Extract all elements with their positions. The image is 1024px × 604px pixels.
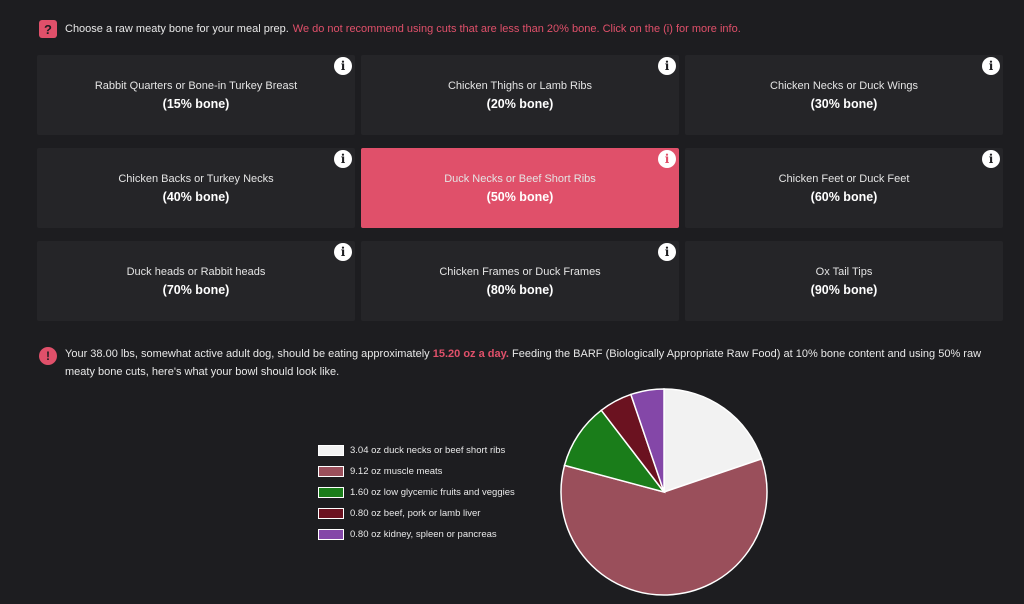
info-icon[interactable]: i bbox=[982, 57, 1000, 75]
bone-percentage: (30% bone) bbox=[810, 96, 878, 111]
info-icon[interactable]: i bbox=[334, 243, 352, 261]
bone-cut-name: Chicken Thighs or Lamb Ribs bbox=[447, 79, 593, 92]
legend-item[interactable]: 9.12 oz muscle meats bbox=[318, 461, 515, 482]
bowl-pie-chart bbox=[560, 388, 768, 596]
bone-cut-grid: Rabbit Quarters or Bone-in Turkey Breast… bbox=[37, 55, 1003, 321]
legend-item[interactable]: 3.04 oz duck necks or beef short ribs bbox=[318, 440, 515, 461]
daily-amount: 15.20 oz a day. bbox=[432, 348, 509, 360]
bone-cut-card[interactable]: Chicken Frames or Duck Frames (80% bone) i bbox=[361, 241, 679, 321]
bone-cut-card[interactable]: Ox Tail Tips (90% bone) bbox=[685, 241, 1003, 321]
summary-after: Feeding the BARF (Biologically Appropria… bbox=[65, 348, 982, 378]
legend-item[interactable]: 0.80 oz kidney, spleen or pancreas bbox=[318, 524, 515, 545]
bone-percentage: (70% bone) bbox=[162, 282, 230, 297]
bone-cut-name: Ox Tail Tips bbox=[815, 265, 873, 278]
bone-percentage: (15% bone) bbox=[162, 96, 230, 111]
feeding-summary-text: Your 38.00 lbs, somewhat active adult do… bbox=[65, 345, 989, 381]
bone-cut-name: Chicken Feet or Duck Feet bbox=[778, 172, 910, 185]
legend-label: 3.04 oz duck necks or beef short ribs bbox=[350, 445, 506, 456]
legend-item[interactable]: 0.80 oz beef, pork or lamb liver bbox=[318, 503, 515, 524]
pie-slice[interactable] bbox=[560, 457, 768, 596]
bone-percentage: (40% bone) bbox=[162, 189, 230, 204]
pie-slice[interactable] bbox=[629, 388, 665, 493]
bone-cut-card[interactable]: Chicken Thighs or Lamb Ribs (20% bone) i bbox=[361, 55, 679, 135]
legend-label: 0.80 oz kidney, spleen or pancreas bbox=[350, 529, 497, 540]
legend-label: 0.80 oz beef, pork or lamb liver bbox=[350, 508, 481, 519]
bone-cut-card[interactable]: Duck Necks or Beef Short Ribs (50% bone) i bbox=[361, 148, 679, 228]
legend-swatch bbox=[318, 508, 344, 519]
bone-percentage: (90% bone) bbox=[810, 282, 878, 297]
bone-cut-name: Rabbit Quarters or Bone-in Turkey Breast bbox=[94, 79, 298, 92]
prompt-text: Choose a raw meaty bone for your meal pr… bbox=[65, 23, 289, 35]
bone-cut-card[interactable]: Chicken Backs or Turkey Necks (40% bone) i bbox=[37, 148, 355, 228]
alert-icon: ! bbox=[39, 347, 57, 365]
summary-before: Your 38.00 lbs, somewhat active adult do… bbox=[65, 348, 430, 360]
legend-swatch bbox=[318, 445, 344, 456]
bone-cut-card[interactable]: Chicken Feet or Duck Feet (60% bone) i bbox=[685, 148, 1003, 228]
meal-prep-prompt: ? Choose a raw meaty bone for your meal … bbox=[39, 20, 741, 38]
bone-cut-name: Duck Necks or Beef Short Ribs bbox=[444, 172, 596, 185]
question-icon: ? bbox=[39, 20, 57, 38]
bone-cut-card[interactable]: Chicken Necks or Duck Wings (30% bone) i bbox=[685, 55, 1003, 135]
bone-percentage: (80% bone) bbox=[486, 282, 554, 297]
info-icon[interactable]: i bbox=[982, 150, 1000, 168]
info-icon[interactable]: i bbox=[334, 150, 352, 168]
bone-cut-name: Duck heads or Rabbit heads bbox=[126, 265, 266, 278]
bone-cut-name: Chicken Necks or Duck Wings bbox=[770, 79, 918, 92]
pie-slice[interactable] bbox=[663, 388, 763, 494]
bone-cut-card[interactable]: Rabbit Quarters or Bone-in Turkey Breast… bbox=[37, 55, 355, 135]
legend-label: 9.12 oz muscle meats bbox=[350, 466, 443, 477]
bone-cut-name: Chicken Frames or Duck Frames bbox=[439, 265, 601, 278]
legend-swatch bbox=[318, 529, 344, 540]
bone-percentage: (50% bone) bbox=[486, 189, 554, 204]
info-icon[interactable]: i bbox=[658, 243, 676, 261]
info-icon[interactable]: i bbox=[658, 57, 676, 75]
chart-legend: 3.04 oz duck necks or beef short ribs 9.1… bbox=[318, 440, 515, 545]
prompt-warning: We do not recommend using cuts that are … bbox=[292, 23, 741, 35]
legend-swatch bbox=[318, 466, 344, 477]
legend-item[interactable]: 1.60 oz low glycemic fruits and veggies bbox=[318, 482, 515, 503]
legend-swatch bbox=[318, 487, 344, 498]
bone-percentage: (60% bone) bbox=[810, 189, 878, 204]
bone-percentage: (20% bone) bbox=[486, 96, 554, 111]
bone-cut-name: Chicken Backs or Turkey Necks bbox=[118, 172, 274, 185]
info-icon[interactable]: i bbox=[334, 57, 352, 75]
info-icon[interactable]: i bbox=[658, 150, 676, 168]
bone-cut-card[interactable]: Duck heads or Rabbit heads (70% bone) i bbox=[37, 241, 355, 321]
feeding-summary: ! Your 38.00 lbs, somewhat active adult … bbox=[39, 345, 989, 381]
legend-label: 1.60 oz low glycemic fruits and veggies bbox=[350, 487, 515, 498]
